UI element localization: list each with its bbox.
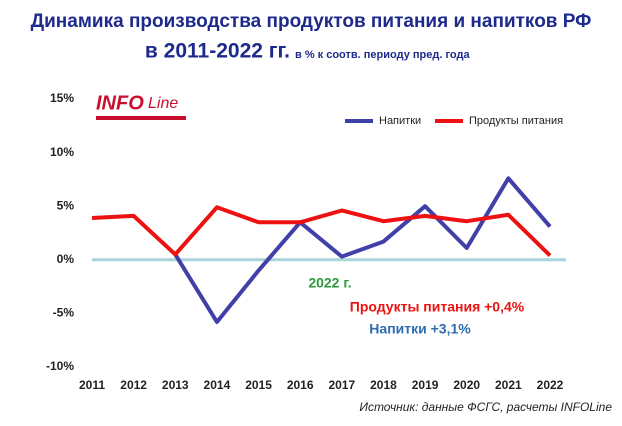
y-tick-label: 0%: [57, 252, 75, 266]
x-tick-label: 2018: [370, 378, 397, 392]
x-tick-label: 2014: [204, 378, 231, 392]
chart-title: Динамика производства продуктов питания …: [31, 11, 592, 32]
legend-label: Продукты питания: [469, 115, 563, 127]
y-tick-label: -5%: [53, 306, 75, 320]
x-tick-label: 2016: [287, 378, 314, 392]
logo-bar: [96, 116, 186, 120]
logo-box: [93, 90, 189, 120]
x-tick-label: 2012: [120, 378, 147, 392]
x-tick-label: 2021: [495, 378, 522, 392]
chart-subtitle: в % к соотв. периоду пред. года: [295, 49, 470, 61]
x-tick-label: 2013: [162, 378, 189, 392]
x-tick-label: 2019: [412, 378, 439, 392]
annotation: Напитки +3,1%: [369, 321, 471, 337]
x-tick-label: 2011: [79, 378, 105, 392]
y-tick-label: 10%: [50, 145, 74, 159]
annotation: 2022 г.: [308, 275, 351, 291]
y-tick-label: 5%: [57, 198, 75, 212]
annotation: Продукты питания +0,4%: [350, 299, 525, 315]
legend-label: Напитки: [379, 115, 421, 127]
x-tick-label: 2020: [453, 378, 480, 392]
x-tick-label: 2017: [328, 378, 355, 392]
chart-title-line2: в 2011-2022 гг.: [145, 40, 290, 63]
series-line: [91, 205, 552, 257]
y-tick-label: 15%: [50, 91, 74, 105]
x-tick-label: 2015: [245, 378, 272, 392]
series-line: [173, 176, 552, 324]
y-tick-label: -10%: [46, 359, 74, 373]
x-tick-label: 2022: [537, 378, 564, 392]
logo-line: Line: [148, 95, 178, 112]
logo-info: INFO: [96, 92, 144, 114]
source: Источник: данные ФСГС, расчеты INFOLine: [359, 400, 612, 414]
